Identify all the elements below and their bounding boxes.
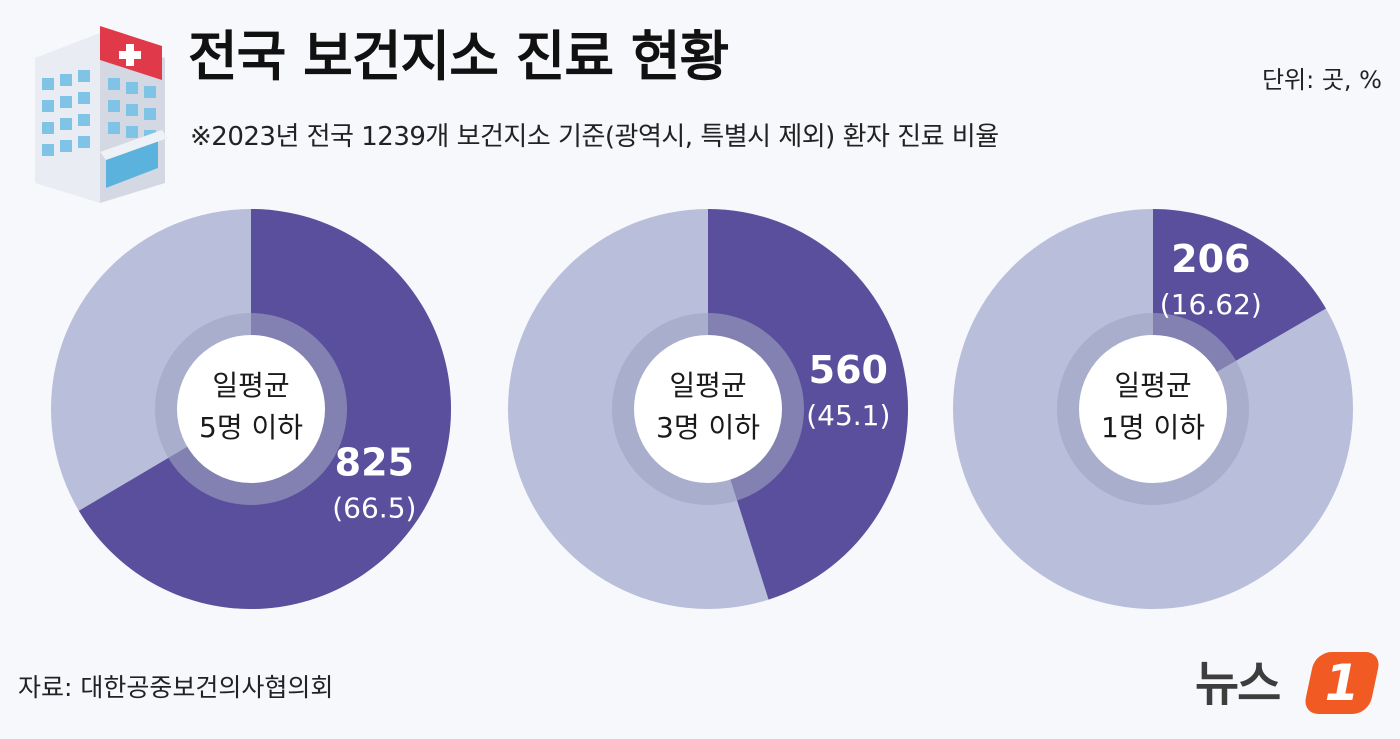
subtitle: ※2023년 전국 1239개 보건지소 기준(광역시, 특별시 제외) 환자 … <box>190 122 999 152</box>
pie-slice-highlight <box>708 209 908 600</box>
data-label-value: 206 <box>1171 237 1250 281</box>
logo-badge-number: 1 <box>1324 654 1360 712</box>
center-label-line: 일평균 <box>1114 369 1191 402</box>
pie-center-hole <box>634 335 782 483</box>
pie-center-hole <box>177 335 325 483</box>
center-label-line: 일평균 <box>212 369 289 402</box>
center-label-line: 1명 이하 <box>1101 411 1205 444</box>
page-title: 전국 보건지소 진료 현황 <box>188 25 729 88</box>
logo-badge: 1 <box>1302 652 1382 714</box>
hospital-building-icon <box>35 26 168 203</box>
pie-center-hole <box>1079 335 1227 483</box>
source-note: 자료: 대한공중보건의사협의회 <box>18 673 334 702</box>
news1-logo: 뉴스 1 <box>1195 648 1385 720</box>
center-label-line: 3명 이하 <box>656 411 760 444</box>
unit-label: 단위: 곳, % <box>1261 66 1382 94</box>
data-label-percent: (66.5) <box>332 491 416 524</box>
data-label-percent: (16.62) <box>1160 288 1262 321</box>
logo-text: 뉴스 <box>1195 656 1281 712</box>
center-label-line: 5명 이하 <box>199 411 303 444</box>
data-label-value: 560 <box>809 348 888 392</box>
center-label-line: 일평균 <box>669 369 746 402</box>
data-label-percent: (45.1) <box>806 399 890 432</box>
data-label-value: 825 <box>335 440 414 484</box>
